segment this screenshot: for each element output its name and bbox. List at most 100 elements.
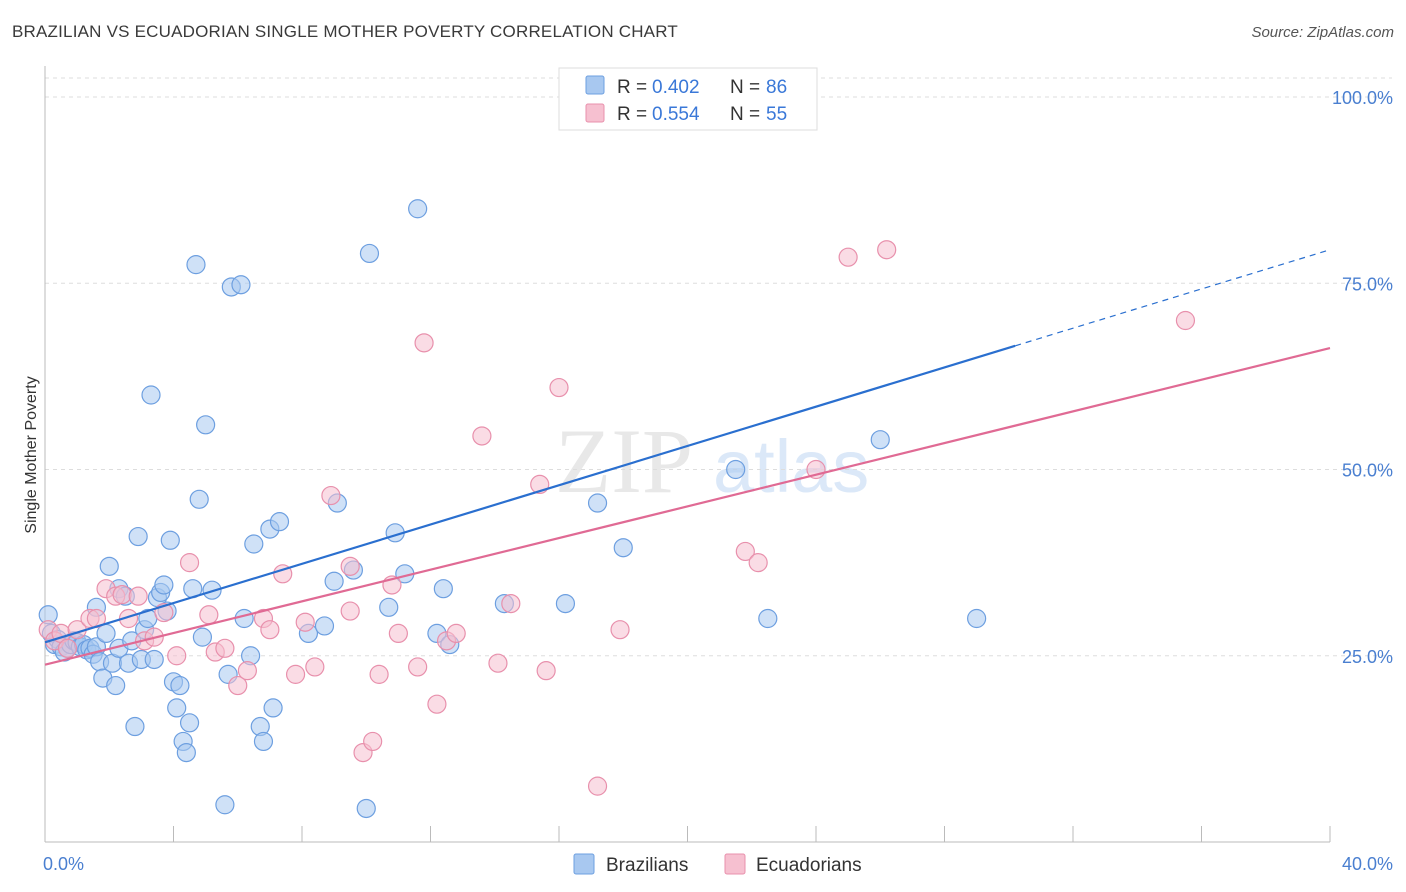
- ecuadorian-point: [549, 377, 569, 398]
- y-tick-label: 50.0%: [1342, 461, 1393, 481]
- ecuadorian-point: [501, 593, 521, 614]
- legend-r-label-pink: R =: [617, 104, 647, 125]
- ecuadorian-point: [427, 694, 447, 714]
- ecuadorian-point: [321, 485, 341, 506]
- brazilian-point: [433, 579, 453, 599]
- brazilian-point: [154, 575, 174, 595]
- bottom-legend-swatch-blue: [573, 853, 595, 875]
- ecuadorian-point: [295, 612, 315, 632]
- brazilians-points: [38, 199, 987, 819]
- brazilian-point: [234, 608, 254, 629]
- brazilian-point: [269, 512, 290, 532]
- brazilian-point: [359, 243, 380, 264]
- ecuadorian-point: [838, 247, 858, 267]
- ecuadorian-point: [388, 623, 408, 644]
- legend-n-value-blue: 86: [766, 77, 787, 98]
- brazilian-point: [176, 742, 196, 763]
- ecuadorian-point: [472, 426, 492, 446]
- ecuadorian-point: [199, 605, 219, 625]
- ecuadorian-point: [340, 556, 360, 576]
- ecuadorian-point: [1175, 310, 1196, 331]
- bottom-legend-brazilians: Brazilians: [606, 855, 688, 876]
- chart-title: BRAZILIAN VS ECUADORIAN SINGLE MOTHER PO…: [12, 22, 678, 41]
- brazilian-point: [189, 489, 209, 509]
- brazilian-point: [231, 275, 251, 295]
- brazilian-point: [179, 713, 200, 733]
- y-tick-label: 100.0%: [1332, 88, 1393, 108]
- brazilian-point: [160, 530, 180, 550]
- ecuadorian-point: [587, 776, 608, 796]
- ecuadorians-trend-line: [44, 346, 1331, 666]
- brazilian-point: [196, 415, 216, 435]
- brazilians-trend-extension: [1014, 249, 1331, 347]
- ecuadorian-point: [179, 553, 200, 573]
- ecuadorian-point: [237, 661, 257, 681]
- legend-r-value-pink: 0.554: [652, 104, 700, 125]
- ecuadorian-point: [610, 620, 630, 640]
- ecuadorian-point: [408, 657, 428, 677]
- ecuadorian-point: [112, 585, 132, 605]
- legend-n-label-blue: N =: [730, 77, 760, 98]
- tick-labels: 25.0% 50.0% 75.0% 100.0% 0.0% 40.0%: [43, 88, 1393, 874]
- axes: [44, 66, 1331, 843]
- legend-r-label-blue: R =: [617, 77, 647, 98]
- ecuadorian-point: [305, 657, 325, 677]
- ecuadorian-point: [748, 553, 768, 573]
- brazilian-point: [379, 597, 399, 617]
- brazilian-point: [106, 675, 126, 696]
- brazilian-point: [167, 698, 187, 718]
- brazilian-point: [99, 556, 119, 576]
- brazilian-point: [170, 675, 190, 696]
- x-tick-label: 40.0%: [1342, 854, 1393, 874]
- brazilian-point: [587, 493, 608, 513]
- brazilian-point: [253, 731, 274, 752]
- legend-n-value-pink: 55: [766, 104, 787, 125]
- source-label: Source: ZipAtlas.com: [1251, 24, 1394, 41]
- ecuadorian-point: [57, 638, 78, 658]
- ecuadorian-point: [363, 731, 383, 752]
- ecuadorian-point: [877, 240, 897, 260]
- ecuadorian-point: [536, 661, 556, 681]
- brazilian-point: [324, 571, 344, 591]
- ecuadorian-point: [285, 664, 306, 684]
- legend-n-label-pink: N =: [730, 104, 760, 125]
- brazilian-point: [870, 430, 890, 450]
- brazilian-point: [141, 385, 161, 405]
- brazilian-point: [408, 199, 428, 219]
- brazilian-point: [314, 616, 335, 636]
- brazilian-point: [192, 627, 213, 647]
- ecuadorian-point: [228, 675, 248, 696]
- watermark-zip: ZIP: [555, 410, 693, 512]
- brazilian-point: [125, 716, 145, 737]
- gridlines: [45, 77, 1392, 657]
- brazilian-point: [186, 255, 206, 275]
- ecuadorian-point: [446, 623, 466, 644]
- ecuadorian-point: [369, 664, 389, 684]
- bottom-legend: Brazilians Ecuadorians: [573, 853, 862, 876]
- legend-box: R = 0.402 N = 86 R = 0.554 N = 55: [558, 67, 818, 131]
- ecuadorian-point: [488, 653, 508, 673]
- legend-swatch-pink: [585, 103, 605, 123]
- ecuadorian-point: [128, 586, 148, 606]
- trend-lines: [44, 249, 1331, 666]
- y-axis-label: Single Mother Poverty: [23, 376, 40, 533]
- y-tick-label: 25.0%: [1342, 647, 1393, 667]
- brazilian-point: [758, 608, 778, 629]
- brazilian-point: [726, 459, 746, 480]
- brazilian-point: [144, 649, 164, 670]
- ecuadorian-point: [340, 601, 360, 621]
- legend-r-value-blue: 0.402: [652, 77, 700, 98]
- ecuadorians-points: [38, 240, 1196, 796]
- brazilian-point: [555, 593, 576, 614]
- bottom-legend-swatch-pink: [724, 853, 746, 875]
- legend-swatch-blue: [585, 75, 605, 95]
- ecuadorian-point: [735, 541, 755, 562]
- brazilian-point: [244, 534, 264, 554]
- x-tick-label: 0.0%: [43, 854, 84, 874]
- bottom-legend-ecuadorians: Ecuadorians: [756, 855, 862, 876]
- ecuadorian-point: [167, 646, 187, 666]
- ecuadorian-point: [215, 638, 235, 658]
- ecuadorian-point: [414, 333, 434, 353]
- brazilian-point: [356, 798, 376, 819]
